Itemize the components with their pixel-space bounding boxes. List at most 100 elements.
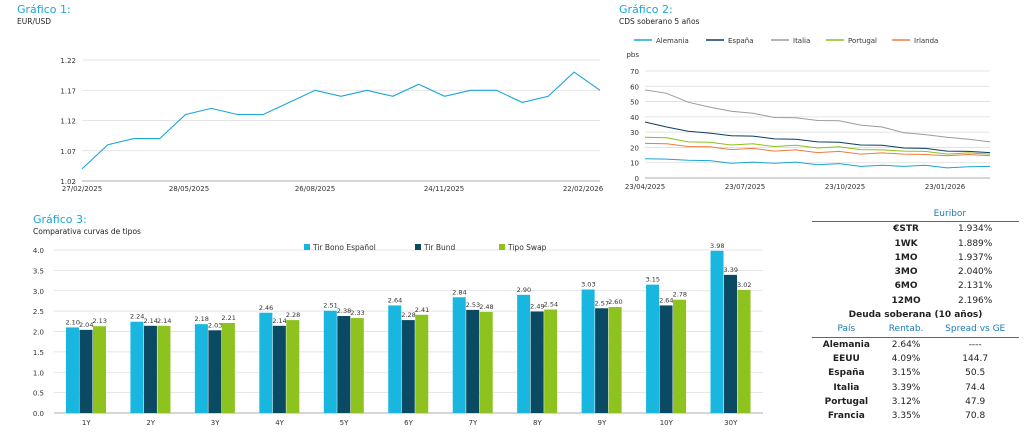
y-tick-label: 2.5	[33, 308, 44, 316]
bar-value-label: 3.03	[581, 281, 595, 289]
cds-series-line	[644, 121, 991, 154]
x-tick-label: 30Y	[724, 419, 738, 427]
x-tick-label: 22/02/2026	[563, 185, 604, 193]
cds-series-line	[644, 136, 991, 155]
y-tick-label: 0.0	[33, 410, 44, 418]
legend-label: Tipo Swap	[507, 243, 547, 252]
legend-label: Italia	[793, 37, 810, 45]
y-tick-label: 70	[630, 68, 639, 76]
legend-swatch	[304, 244, 310, 250]
bar	[544, 309, 558, 413]
cds-series-line	[644, 142, 991, 157]
x-tick-label: 27/02/2025	[62, 185, 102, 193]
spread-cell: ----	[968, 339, 982, 350]
bar-value-label: 2.28	[401, 311, 415, 319]
x-tick-label: 8Y	[533, 419, 542, 427]
bar-value-label: 2.54	[544, 300, 558, 308]
bar-value-label: 2.33	[350, 309, 364, 317]
rates-table: Euribor €STR 1.934% 1WK 1.889% 1MO 1.937% 3MO 2.…	[812, 207, 1019, 423]
bar	[350, 318, 364, 413]
blank-cell	[812, 237, 881, 251]
bar	[646, 284, 660, 413]
deuda-title: Deuda soberana (10 años)	[848, 310, 983, 321]
y-tick-label: 3.5	[33, 267, 44, 275]
y-tick-label: 0	[635, 175, 639, 183]
bar-value-label: 2.48	[479, 303, 493, 311]
blank-cell	[812, 222, 881, 237]
bar	[337, 316, 351, 413]
x-tick-label: 2Y	[146, 419, 155, 427]
bar-value-label: 3.02	[737, 281, 751, 289]
y-tick-label: 30	[630, 129, 639, 137]
y-tick-label: 1.0	[33, 369, 44, 377]
bar-value-label: 2.57	[595, 299, 609, 307]
euribor-label: 12MO	[891, 295, 921, 306]
bar-value-label: 2.90	[517, 286, 531, 294]
cds-series-line	[644, 158, 991, 169]
x-tick-label: 7Y	[469, 419, 478, 427]
blank-cell	[812, 279, 881, 293]
bar	[221, 322, 235, 413]
country-cell: EEUU	[832, 353, 860, 364]
bar	[724, 274, 738, 413]
spread-cell: 74.4	[965, 382, 986, 393]
spread-cell: 70.8	[965, 411, 986, 422]
bar	[130, 321, 144, 413]
deuda-row: Italia 3.39% 74.4	[812, 381, 1019, 395]
spread-cell: 47.9	[965, 396, 986, 407]
euribor-header-row: Euribor	[812, 207, 1019, 223]
cds-series-line	[644, 89, 991, 143]
bar-value-label: 2.41	[415, 306, 429, 314]
bar	[608, 307, 622, 413]
column-header: Rentab.	[880, 322, 932, 338]
country-cell: Italia	[833, 382, 860, 393]
bar	[530, 311, 544, 413]
x-tick-label: 24/11/2025	[424, 185, 464, 193]
x-tick-label: 23/01/2026	[925, 183, 966, 191]
y-tick-label: 1.12	[60, 118, 76, 126]
deuda-row: Francia 3.35% 70.8	[812, 409, 1019, 423]
bar	[659, 305, 673, 413]
y-tick-label: 4.0	[33, 247, 44, 255]
euribor-row: 12MO 2.196%	[812, 294, 1019, 308]
bar	[208, 330, 222, 413]
bar-value-label: 2.46	[259, 304, 273, 312]
bar-value-label: 3.15	[646, 276, 660, 284]
y-tick-label: 1.17	[60, 87, 76, 95]
euribor-value: 2.040%	[958, 267, 993, 278]
legend-swatch	[499, 244, 505, 250]
y-tick-label: 1.22	[60, 57, 76, 65]
legend-label: Portugal	[848, 37, 877, 45]
bar	[737, 289, 751, 413]
bar-value-label: 2.64	[659, 296, 673, 304]
bar	[710, 250, 724, 413]
x-tick-label: 6Y	[404, 419, 413, 427]
bar	[581, 289, 595, 413]
bar-value-label: 2.28	[286, 311, 300, 319]
bar	[452, 297, 466, 413]
x-tick-label: 9Y	[597, 419, 606, 427]
euribor-value: 2.131%	[958, 281, 993, 292]
bar-value-label: 2.64	[388, 296, 402, 304]
bar	[286, 320, 300, 413]
bar	[595, 308, 609, 413]
euribor-value: 1.889%	[958, 238, 993, 249]
deuda-row: EEUU 4.09% 144.7	[812, 352, 1019, 366]
eurusd-series-line	[81, 71, 601, 170]
chart2-subtitle: CDS soberano 5 años	[619, 17, 700, 26]
bar-value-label: 2.60	[608, 298, 622, 306]
x-tick-label: 3Y	[211, 419, 220, 427]
y-tick-label: 1.5	[33, 349, 44, 357]
euribor-row: €STR 1.934%	[812, 222, 1019, 237]
bar-value-label: 2.14	[272, 317, 286, 325]
euribor-label: 3MO	[894, 267, 918, 278]
x-tick-label: 4Y	[275, 419, 284, 427]
blank-cell	[812, 207, 881, 223]
chart3-title: Gráfico 3:	[33, 213, 87, 226]
y-tick-label: 3.0	[33, 288, 44, 296]
y-tick-label: 2.0	[33, 329, 44, 337]
y-axis-unit: pbs	[626, 51, 639, 59]
euribor-row: 3MO 2.040%	[812, 265, 1019, 279]
country-cell: Portugal	[824, 396, 869, 407]
deuda-row: España 3.15% 50.5	[812, 366, 1019, 380]
